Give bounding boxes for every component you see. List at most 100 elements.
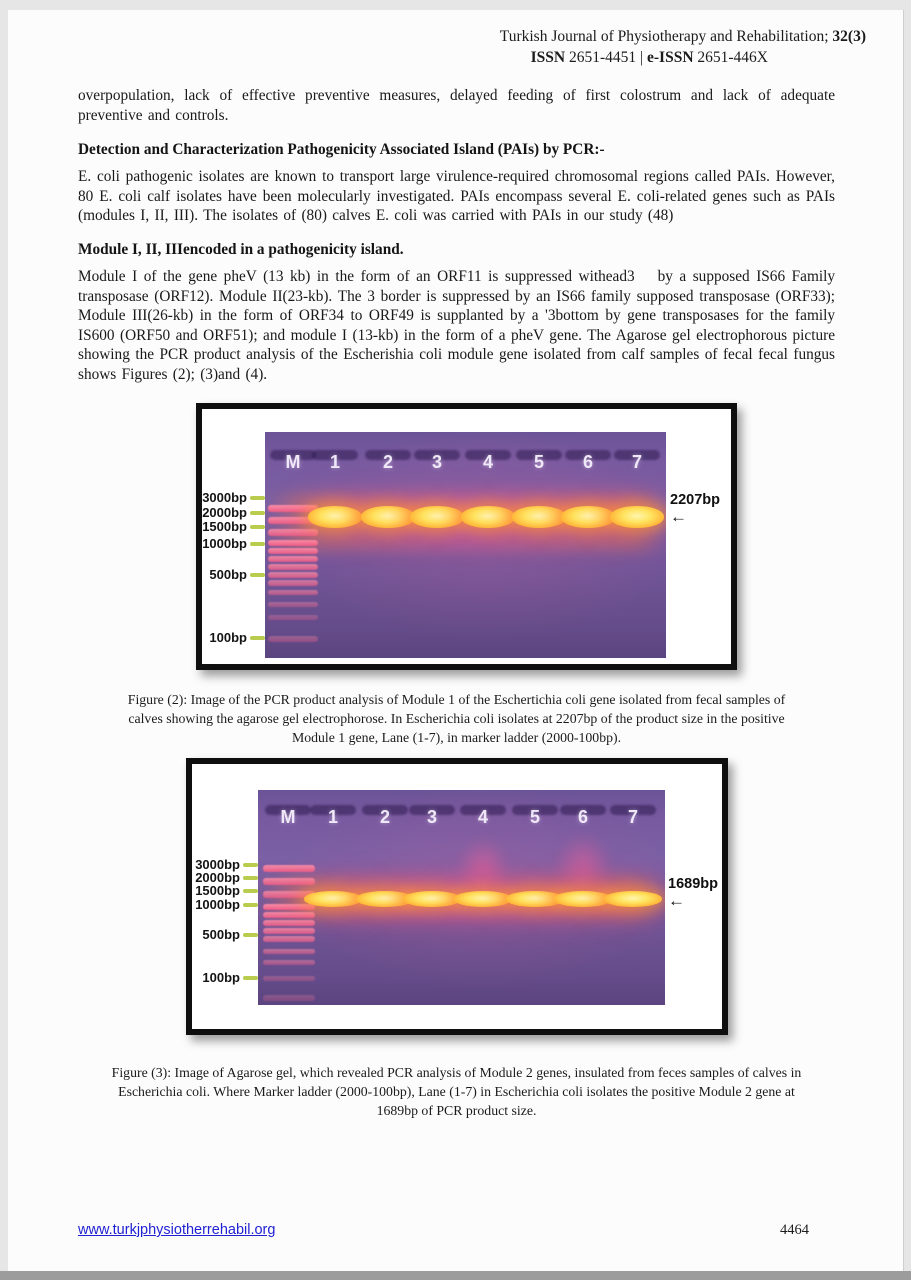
gel-photo-module1: M 1 2 3 4 5 6 7 — [265, 432, 666, 658]
lane-label: 2 — [379, 807, 390, 827]
pcr-product-band — [461, 506, 515, 528]
gel-well — [409, 805, 455, 815]
issn-value: 2651-4451 | — [565, 49, 647, 66]
eissn-value: 2651-446X — [693, 49, 768, 66]
marker-ladder-band — [263, 976, 315, 981]
pcr-product-band — [506, 891, 564, 907]
marker-ladder-band — [268, 540, 318, 546]
ladder-tick-mark — [250, 496, 265, 500]
caption-line: Figure (3): Image of Agarose gel, which … — [111, 1065, 802, 1080]
ladder-size-label: 500bp — [209, 567, 247, 582]
ladder-row: 100bp — [192, 971, 258, 985]
lane-label: M — [280, 807, 296, 827]
pink-smear — [554, 834, 612, 900]
lane-label: 4 — [482, 452, 493, 472]
lane-label: 5 — [533, 452, 544, 472]
gel-well — [560, 805, 606, 815]
marker-ladder-band — [263, 949, 315, 954]
marker-ladder-band — [268, 548, 318, 554]
marker-ladder-band — [263, 904, 315, 910]
ladder-tick-mark — [250, 511, 265, 515]
ladder-row: 1000bp — [192, 898, 258, 912]
journal-title: Turkish Journal of Physiotherapy and Reh… — [500, 28, 866, 46]
ladder-row: 3000bp — [202, 491, 265, 505]
caption-line: Module 1 gene, Lane (1-7), in marker lad… — [291, 730, 622, 745]
marker-ladder-band — [268, 517, 318, 524]
journal-title-text: Turkish Journal of Physiotherapy and Reh… — [499, 28, 833, 45]
lane-label: 5 — [529, 807, 540, 827]
product-size-annotation: 2207bp ← — [670, 492, 720, 526]
lane-label: 7 — [631, 452, 642, 472]
paragraph-module-details: Module I of the gene pheV (13 kb) in the… — [78, 268, 835, 383]
ladder-size-label: 500bp — [202, 927, 240, 942]
issn-label: ISSN — [530, 49, 566, 66]
ladder-size-label: 1000bp — [202, 536, 247, 551]
marker-ladder-band — [263, 936, 315, 942]
ladder-row: 2000bp — [192, 871, 258, 885]
gel-well — [565, 450, 611, 460]
product-size-label: 1689bp — [668, 876, 718, 892]
lane-label: 4 — [477, 807, 488, 827]
lane-label: M — [285, 452, 301, 472]
ladder-row: 1500bp — [202, 520, 265, 534]
ladder-tick-mark — [243, 889, 258, 893]
scan-bottom-edge — [0, 1271, 911, 1280]
pcr-product-band — [554, 891, 612, 907]
pcr-product-band — [561, 506, 615, 528]
ladder-size-label: 100bp — [202, 970, 240, 985]
eissn-label: e-ISSN — [647, 49, 694, 66]
ladder-tick-mark — [243, 903, 258, 907]
ladder-size-label: 2000bp — [202, 505, 247, 520]
caption-line: 1689bp of PCR product size. — [376, 1103, 537, 1118]
pcr-product-band — [356, 891, 414, 907]
journal-website-link[interactable]: www.turkjphysiotherrehabil.org — [78, 1222, 276, 1238]
ladder-size-label: 3000bp — [202, 490, 247, 505]
ladder-tick-mark — [243, 933, 258, 937]
gel-well — [614, 450, 660, 460]
marker-ladder-band — [263, 920, 315, 926]
page-number: 4464 — [780, 1222, 809, 1238]
ladder-size-label: 1000bp — [195, 897, 240, 912]
paragraph-overpopulation: overpopulation, lack of effective preven… — [78, 87, 835, 124]
marker-ladder-band — [268, 590, 318, 595]
ladder-size-label: 1500bp — [195, 883, 240, 898]
pcr-product-band — [454, 891, 512, 907]
left-arrow-icon: ← — [670, 507, 687, 526]
gel-well — [512, 805, 558, 815]
product-size-annotation: 1689bp ← — [668, 876, 718, 909]
marker-ladder-band — [268, 564, 318, 570]
marker-ladder-band — [268, 572, 318, 578]
gel-well — [265, 805, 311, 815]
ladder-tick-mark — [250, 573, 265, 577]
heading-detection-pais: Detection and Characterization Pathogeni… — [78, 141, 605, 158]
pink-smear — [457, 838, 509, 898]
marker-ladder-band — [263, 891, 315, 898]
figure-2-gel-image: M 1 2 3 4 5 6 7 2207bp ← 3000bp 2000bp 1500bp 1000… — [196, 403, 737, 670]
pcr-product-band — [410, 506, 464, 528]
gel-well — [362, 805, 408, 815]
gel-well — [516, 450, 562, 460]
ladder-tick-mark — [250, 542, 265, 546]
marker-ladder-band — [263, 928, 315, 934]
pcr-product-band — [604, 891, 662, 907]
ladder-size-label: 2000bp — [195, 870, 240, 885]
ladder-row: 1500bp — [192, 884, 258, 898]
gel-well — [270, 450, 316, 460]
marker-ladder-band — [263, 912, 315, 918]
gel-well — [310, 805, 356, 815]
gel-well — [465, 450, 511, 460]
issn-line: ISSN 2651-4451 | e-ISSN 2651-446X — [531, 49, 768, 67]
ladder-size-label: 3000bp — [195, 857, 240, 872]
lane-label: 3 — [431, 452, 442, 472]
lane-label: 7 — [627, 807, 638, 827]
ladder-size-label: 1500bp — [202, 519, 247, 534]
marker-ladder-band — [263, 878, 315, 885]
gel-tint-overlay — [265, 432, 666, 658]
ladder-tick-mark — [250, 636, 265, 640]
ladder-row: 2000bp — [202, 506, 265, 520]
lane-label: 3 — [426, 807, 437, 827]
product-size-label: 2207bp — [670, 492, 720, 508]
pcr-product-band — [304, 891, 362, 907]
figure-3-gel-image: M 1 2 3 4 5 6 7 1689bp ← 3000bp 2000bp 1500bp 1000… — [186, 758, 728, 1035]
